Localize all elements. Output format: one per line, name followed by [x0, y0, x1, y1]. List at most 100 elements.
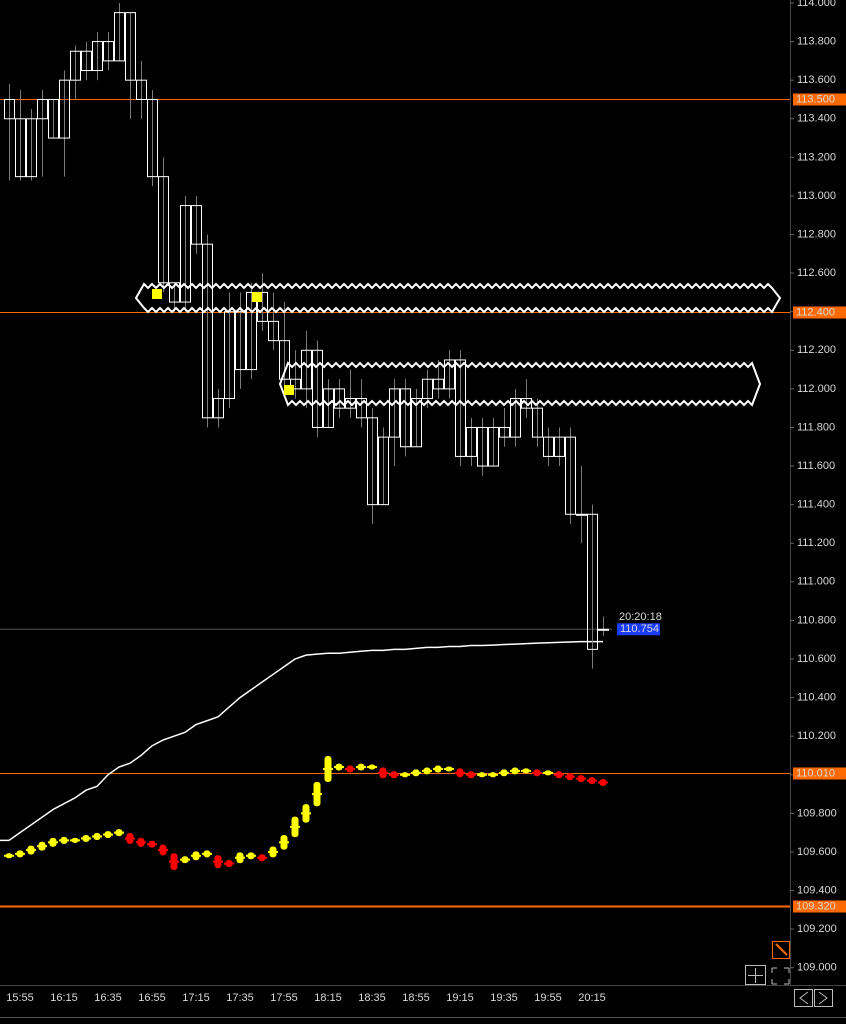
indicator-blob — [445, 766, 453, 772]
scroll-right-button[interactable] — [814, 989, 833, 1007]
y-tick-label: 112.000 — [797, 383, 836, 395]
indicator-blob — [27, 845, 35, 855]
pencil — [775, 943, 788, 956]
candle-body — [543, 436, 554, 457]
candle-body — [499, 426, 510, 438]
x-tick-label: 16:35 — [94, 992, 122, 1004]
indicator-blob — [236, 852, 244, 864]
candle-body — [48, 98, 59, 139]
indicator-blob — [203, 850, 211, 858]
candle-body — [532, 407, 543, 438]
crosshair-icon[interactable] — [745, 965, 766, 985]
y-tick-label: 114.000 — [797, 0, 836, 9]
y-tick-label: 113.600 — [797, 74, 836, 86]
candle-body — [37, 98, 48, 120]
draw-tool-icon[interactable] — [772, 941, 790, 959]
indicator-blob — [401, 772, 409, 778]
x-tick-label: 18:15 — [314, 992, 342, 1004]
candle-body — [323, 388, 334, 428]
candle-body — [422, 378, 433, 400]
indicator-blob — [456, 768, 464, 778]
y-tick-label: 111.400 — [797, 499, 835, 511]
indicator-blob — [566, 773, 574, 781]
indicator-blob — [302, 804, 310, 823]
level-label-box — [793, 900, 846, 913]
last-time: 20:20:18 — [619, 611, 662, 623]
toolbar-icons — [745, 941, 833, 1007]
candle-body — [59, 79, 70, 139]
indicator-blob — [599, 779, 607, 786]
candle-body — [257, 291, 268, 322]
level-label: 112.400 — [796, 306, 835, 318]
candle-body — [334, 388, 345, 409]
indicator-blob — [335, 763, 343, 771]
x-tick-label: 15:55 — [6, 992, 34, 1004]
indicator-blob — [489, 772, 497, 778]
level-label-box — [793, 306, 846, 319]
candle-body — [70, 50, 81, 81]
candle-body — [400, 388, 411, 448]
indicator-blob — [170, 853, 178, 870]
indicator-blob — [5, 853, 13, 859]
fullscreen-icon[interactable] — [771, 967, 790, 985]
candle-body — [598, 628, 609, 631]
indicator-blob — [588, 777, 596, 785]
indicator-blob — [115, 829, 123, 837]
y-tick-label: 113.800 — [797, 35, 836, 47]
y-tick-label: 110.600 — [797, 653, 836, 665]
candle-body — [169, 282, 180, 303]
last-price-box — [617, 623, 660, 636]
indicator-blob — [511, 767, 519, 775]
y-tick-label: 113.000 — [797, 190, 836, 202]
candle-body — [378, 436, 389, 506]
y-tick-label: 111.800 — [797, 421, 835, 433]
indicator-blob — [390, 771, 398, 779]
indicator-blob — [544, 770, 552, 776]
indicator-blob — [38, 841, 46, 851]
indicator-blob — [71, 837, 79, 843]
y-tick-label: 112.800 — [797, 228, 836, 240]
level-label: 110.010 — [796, 767, 835, 779]
candle-body — [411, 398, 422, 448]
candle-body — [191, 205, 202, 245]
x-tick-label: 16:55 — [138, 992, 166, 1004]
y-tick-label: 109.400 — [797, 884, 837, 896]
candle-body — [477, 426, 488, 467]
indicator-blob — [159, 844, 167, 856]
candle-body — [235, 311, 246, 371]
zone-highlight — [278, 361, 762, 407]
x-tick-label: 18:55 — [402, 992, 430, 1004]
candle-body — [268, 320, 279, 342]
candle-body — [81, 50, 92, 72]
candle-body — [114, 12, 125, 62]
indicator-blob — [478, 772, 486, 778]
candle-body — [103, 41, 114, 62]
candle-body — [488, 426, 499, 467]
y-tick-label: 109.800 — [797, 807, 837, 819]
scroll-left-button[interactable] — [794, 989, 813, 1007]
candle-body — [125, 12, 136, 81]
candle-body — [389, 388, 400, 438]
candle-body — [4, 98, 15, 120]
last-price-label: 110.754 — [620, 623, 659, 635]
indicator-blob — [500, 769, 508, 777]
signal-marker — [252, 292, 262, 302]
indicator-blob — [192, 851, 200, 861]
x-tick-label: 19:15 — [446, 992, 474, 1004]
candle-body — [147, 98, 158, 178]
candle-body — [554, 436, 565, 457]
indicator-blob — [577, 775, 585, 783]
candle-body — [290, 378, 301, 390]
indicator-blob — [225, 860, 233, 867]
x-tick-label: 19:55 — [534, 992, 562, 1004]
candle-body — [213, 398, 224, 419]
indicator-blob — [126, 833, 134, 844]
level-label-box — [793, 93, 846, 106]
zone-highlight — [134, 282, 782, 314]
indicator-blob — [258, 854, 266, 862]
indicator-blob — [181, 856, 189, 864]
indicator-blob — [148, 840, 156, 848]
candle-body — [246, 291, 257, 371]
